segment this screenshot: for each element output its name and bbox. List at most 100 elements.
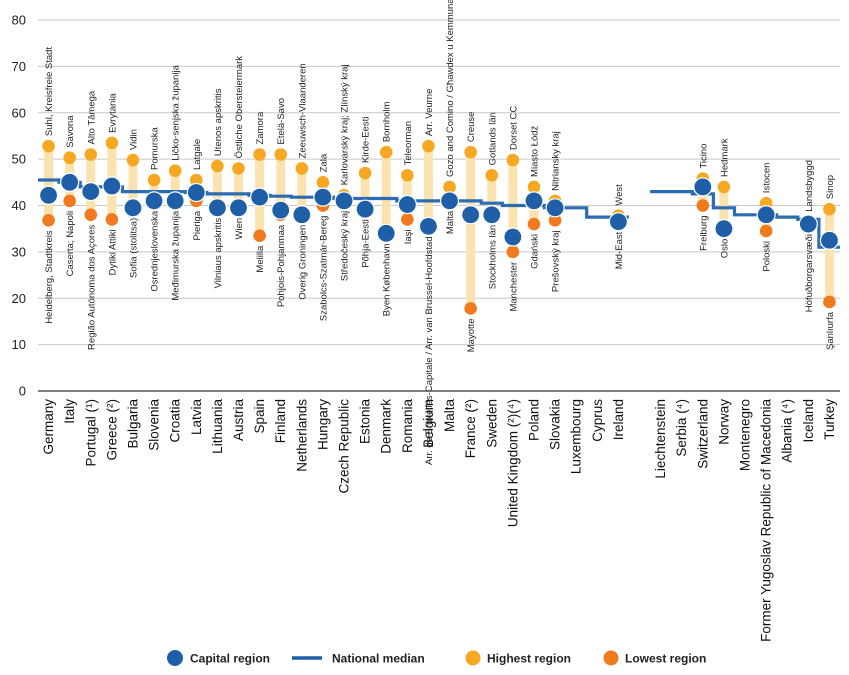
highest-region-label: West <box>614 184 625 206</box>
y-tick-label: 0 <box>19 384 26 399</box>
country-label: France (²) <box>463 399 478 458</box>
lowest-region-dot <box>401 213 414 226</box>
capital-region-dot <box>714 219 734 239</box>
capital-region-dot <box>693 177 713 197</box>
country-label: Turkey <box>822 399 837 440</box>
legend-median-label: National median <box>332 652 425 666</box>
capital-region-dot <box>38 185 59 205</box>
highest-region-dot <box>295 162 309 175</box>
lowest-region-label: Região Autónoma dos Açores <box>86 225 97 350</box>
highest-region-dot <box>42 139 55 153</box>
country-label: Czech Republic <box>337 399 352 494</box>
capital-region-dot <box>545 198 565 218</box>
highest-region-dot <box>443 180 456 194</box>
lowest-region-dot <box>464 302 477 315</box>
lowest-region-dot <box>253 229 266 242</box>
lowest-region-label: Dytiki Attiki <box>107 229 118 275</box>
highest-region-dot <box>717 180 731 194</box>
legend-highest-icon <box>465 650 481 666</box>
lowest-region-dot <box>105 213 119 226</box>
lowest-region-dot <box>506 245 520 259</box>
y-tick-label: 50 <box>12 152 26 167</box>
capital-region-dot <box>186 182 206 203</box>
country-label: Ireland <box>611 399 626 440</box>
highest-region-label: Zala <box>318 153 329 172</box>
highest-region-label: Zamora <box>255 111 266 144</box>
country-label: Portugal (¹) <box>83 399 98 467</box>
lowest-region-label: Heidelberg, Stadtkreis <box>44 230 55 324</box>
country-label: Austria <box>231 399 246 442</box>
country-label: Estonia <box>358 399 373 445</box>
country-label: Sweden <box>484 399 499 448</box>
highest-region-dot <box>422 139 435 153</box>
country-label: Serbia (⁴) <box>674 399 689 457</box>
lowest-region-label: Mid-East <box>614 231 625 269</box>
capital-region-dot <box>461 205 481 225</box>
country-label: Belgium <box>421 399 436 448</box>
capital-region-dot <box>608 212 628 232</box>
lowest-region-label: Freiburg <box>698 216 709 251</box>
country-label: Denmark <box>379 399 394 454</box>
country-label: Netherlands <box>294 399 309 472</box>
country-label: Hungary <box>315 399 330 450</box>
highest-region-label: Evrytania <box>107 93 118 133</box>
lowest-region-label: Malta <box>445 210 456 234</box>
legend-highest-label: Highest region <box>487 652 571 666</box>
capital-region-dot <box>60 172 80 192</box>
highest-region-label: Nitriansky kraj <box>551 131 562 191</box>
legend-capital-label: Capital region <box>190 652 270 666</box>
lowest-region-dot <box>527 217 541 231</box>
highest-region-dot <box>401 169 414 182</box>
lowest-region-label: Međimurska županija <box>171 210 182 300</box>
highest-region-dot <box>485 169 499 182</box>
y-tick-label: 20 <box>12 291 26 306</box>
lowest-region-label: Gdański <box>529 234 540 269</box>
country-label: Croatia <box>168 399 183 443</box>
highest-region-dot <box>464 145 477 159</box>
highest-region-label: Miasto Łódź <box>529 125 540 176</box>
capital-region-dot <box>271 200 291 220</box>
lowest-region-label: Oslo <box>719 239 730 259</box>
lowest-region-label: Melilla <box>255 245 266 273</box>
highest-region-dot <box>84 148 98 161</box>
country-label: Poland <box>526 399 541 441</box>
highest-region-dot <box>126 153 140 167</box>
capital-region-dot <box>756 205 776 225</box>
highest-region-label: Zeeuwsch-Vlaanderen <box>297 63 308 158</box>
highest-region-dot <box>189 173 203 187</box>
capital-region-dot <box>334 191 354 211</box>
lowest-region-dot <box>63 194 76 208</box>
highest-region-label: Suhl, Kreisfreie Stadt <box>44 47 55 137</box>
highest-region-label: Savona <box>65 115 76 148</box>
highest-region-label: Etelä-Savo <box>276 98 287 144</box>
highest-region-label: Bornholm <box>382 101 393 142</box>
lowest-region-label: Szabolcs-Szatmár-Bereg <box>318 216 329 322</box>
country-label: Germany <box>41 399 56 455</box>
country-label: Albania (⁴) <box>780 399 795 463</box>
y-tick-label: 80 <box>12 13 26 28</box>
highest-region-label: Latgale <box>192 139 203 170</box>
highest-region-dot <box>527 180 541 194</box>
capital-region-dot <box>524 191 544 211</box>
capital-region-dot <box>81 181 101 202</box>
lowest-region-label: Osrednjeslovenska <box>150 210 161 292</box>
capital-region-dot <box>376 223 396 243</box>
country-label: Luxembourg <box>569 399 584 474</box>
highest-region-label: Kirde-Eesti <box>361 117 372 163</box>
country-label: Italy <box>62 399 77 424</box>
country-label: Switzerland <box>695 399 710 469</box>
lowest-region-label: Põhja-Eesti <box>361 219 372 268</box>
country-label: Montenegro <box>738 399 753 471</box>
country-label: Lithuania <box>210 399 225 454</box>
lowest-region-dot <box>548 214 562 227</box>
capital-region-dot <box>313 187 333 207</box>
national-median-line <box>38 178 629 219</box>
lowest-region-dot <box>759 224 773 238</box>
lowest-region-label: Stockholms län <box>487 225 498 289</box>
highest-region-dot <box>168 164 182 178</box>
lowest-region-label: Arr. de Bruxelles-Capitale / Arr. van Br… <box>424 236 435 465</box>
lowest-region-label: Wien <box>234 218 245 240</box>
y-tick-label: 40 <box>12 198 26 213</box>
highest-region-label: Vidin <box>128 129 139 150</box>
